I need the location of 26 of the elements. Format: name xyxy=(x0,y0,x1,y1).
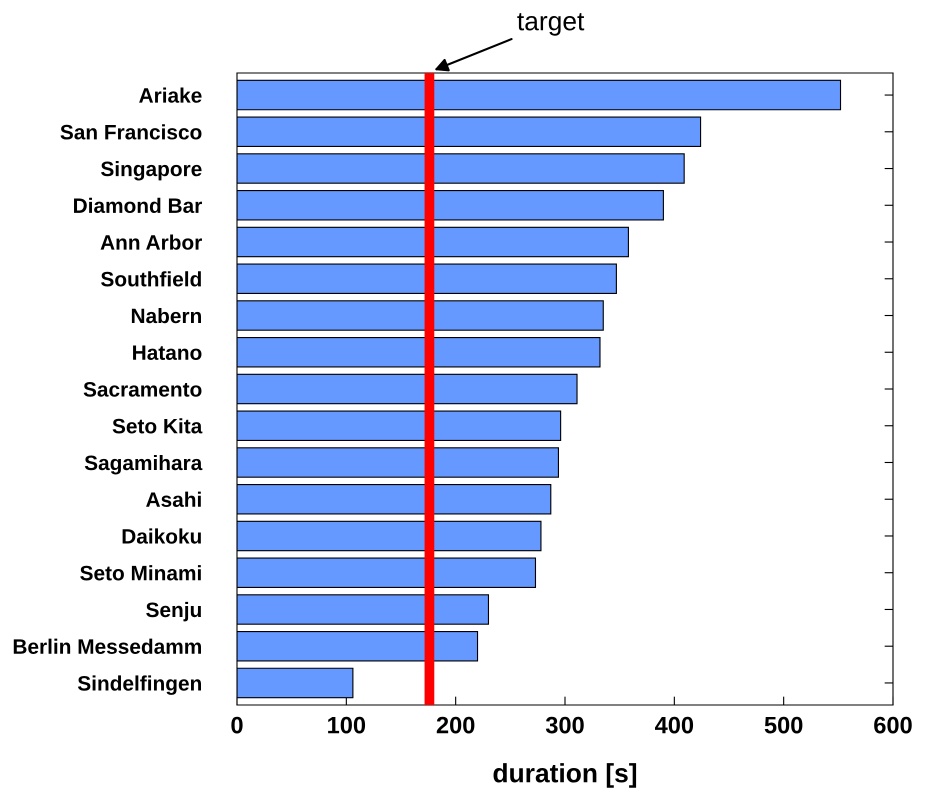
x-tick-label: 400 xyxy=(654,716,694,734)
x-tick-label: 100 xyxy=(328,716,366,734)
x-tick-label: 500 xyxy=(764,716,802,734)
y-tick-label: Sacramento xyxy=(84,382,202,397)
x-tick-label: 300 xyxy=(546,716,584,734)
y-tick-label: Southfield xyxy=(101,271,201,287)
y-tick-label: Seto Kita xyxy=(112,418,202,434)
x-tick-label: 200 xyxy=(436,716,474,734)
y-tick-label: Ariake xyxy=(139,88,202,103)
y-tick-label: Berlin Messedamm xyxy=(14,638,201,654)
y-tick-label: Senju xyxy=(146,602,201,622)
y-tick-label: Hatano xyxy=(133,345,202,360)
y-tick-label: Daikoku xyxy=(122,528,201,544)
y-tick-label: Sindelfingen xyxy=(78,675,201,695)
y-tick-label: Asahi xyxy=(146,492,201,507)
x-axis-title: duration [s] xyxy=(494,763,636,788)
y-tick-label: Diamond Bar xyxy=(74,198,202,214)
x-tick-label: 0 xyxy=(231,716,243,734)
y-tick-label: Sagamihara xyxy=(84,454,202,474)
y-tick-label: Ann Arbor xyxy=(100,234,202,250)
x-tick-label: 600 xyxy=(874,716,912,734)
ref-line-label: target xyxy=(517,13,584,36)
y-tick-label: Nabern xyxy=(132,308,201,324)
y-tick-label: Seto Minami xyxy=(80,565,201,580)
y-tick-label: Singapore xyxy=(101,160,202,180)
y-tick-label: San Francisco xyxy=(60,124,202,140)
